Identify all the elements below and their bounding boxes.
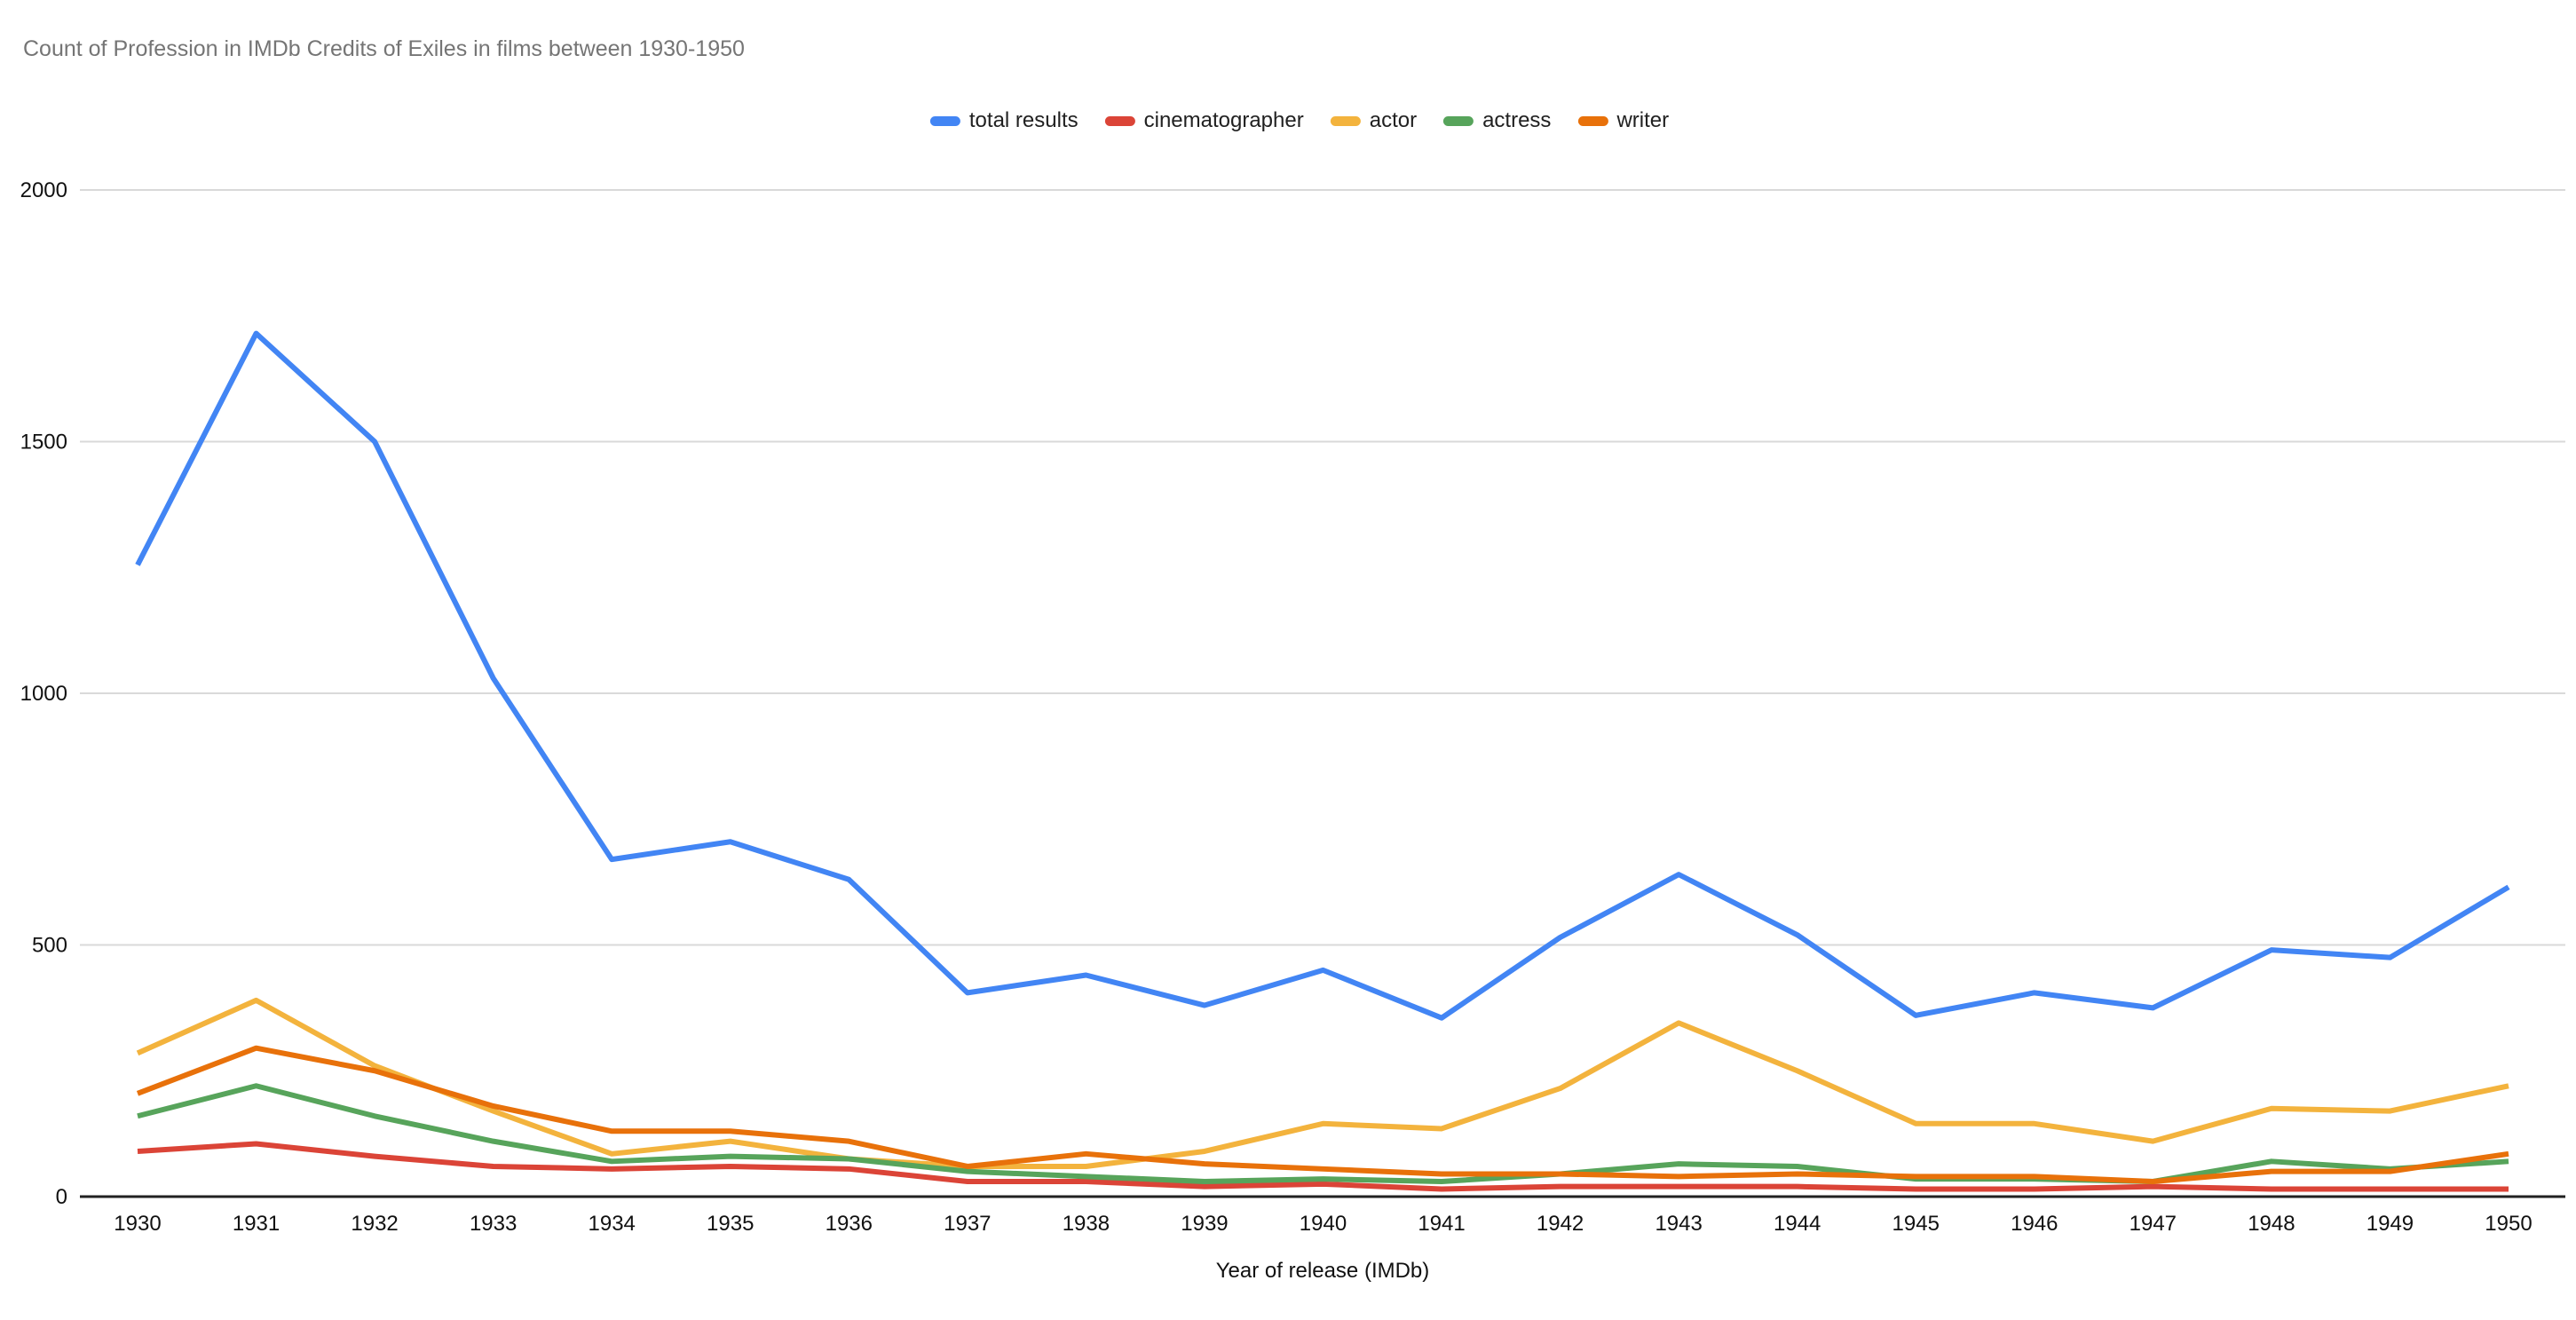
x-tick-label: 1942 bbox=[1537, 1212, 1584, 1236]
series-line-writer bbox=[136, 1045, 2509, 1184]
x-tick-label: 1934 bbox=[589, 1212, 636, 1236]
chart-legend: total results cinematographer actor actress… bbox=[929, 108, 1669, 133]
legend-item-total-results: total results bbox=[929, 108, 1079, 133]
legend-item-actor: actor bbox=[1330, 108, 1418, 133]
y-tick-label: 1000 bbox=[20, 682, 67, 706]
x-tick-label: 1947 bbox=[2130, 1212, 2177, 1236]
x-tick-label: 1941 bbox=[1418, 1212, 1465, 1236]
x-tick-label: 1948 bbox=[2248, 1212, 2295, 1236]
legend-item-actress: actress bbox=[1443, 108, 1551, 133]
x-axis-title: Year of release (IMDb) bbox=[1215, 1259, 1430, 1283]
legend-swatch-icon bbox=[1104, 115, 1135, 126]
series-line-actor bbox=[136, 997, 2509, 1169]
series-line-total-results bbox=[135, 330, 2510, 1021]
x-tick-label: 1932 bbox=[351, 1212, 398, 1236]
x-tick-label: 1950 bbox=[2485, 1212, 2532, 1236]
legend-swatch-icon bbox=[1443, 115, 1474, 126]
x-tick-label: 1931 bbox=[233, 1212, 280, 1236]
x-tick-label: 1935 bbox=[707, 1212, 754, 1236]
legend-swatch-icon bbox=[1577, 115, 1608, 126]
x-tick-label: 1938 bbox=[1063, 1212, 1110, 1236]
x-tick-label: 1943 bbox=[1655, 1212, 1702, 1236]
legend-label: actor bbox=[1369, 108, 1418, 132]
x-tick-label: 1933 bbox=[470, 1212, 517, 1236]
legend-item-writer: writer bbox=[1577, 108, 1669, 133]
y-tick-label: 1500 bbox=[20, 431, 67, 454]
legend-swatch-icon bbox=[1330, 115, 1361, 126]
y-tick-label: 2000 bbox=[20, 178, 67, 202]
series-line-cinematographer bbox=[137, 1141, 2509, 1192]
x-tick-label: 1946 bbox=[2011, 1212, 2058, 1236]
y-tick-label: 0 bbox=[56, 1185, 67, 1209]
x-tick-label: 1944 bbox=[1774, 1212, 1821, 1236]
legend-label: total results bbox=[968, 108, 1079, 132]
x-tick-label: 1930 bbox=[114, 1212, 161, 1236]
legend-label: actress bbox=[1482, 108, 1552, 132]
x-tick-label: 1945 bbox=[1892, 1212, 1940, 1236]
legend-label: cinematographer bbox=[1143, 108, 1304, 132]
x-tick-label: 1937 bbox=[944, 1212, 991, 1236]
legend-item-cinematographer: cinematographer bbox=[1104, 108, 1304, 133]
x-tick-label: 1939 bbox=[1181, 1212, 1228, 1236]
x-tick-label: 1949 bbox=[2367, 1212, 2414, 1236]
x-tick-label: 1936 bbox=[826, 1212, 873, 1236]
legend-swatch-icon bbox=[929, 115, 960, 126]
chart-title: Count of Profession in IMDb Credits of E… bbox=[23, 36, 745, 61]
y-tick-label: 500 bbox=[32, 934, 67, 958]
legend-label: writer bbox=[1616, 108, 1670, 132]
x-tick-label: 1940 bbox=[1300, 1212, 1347, 1236]
